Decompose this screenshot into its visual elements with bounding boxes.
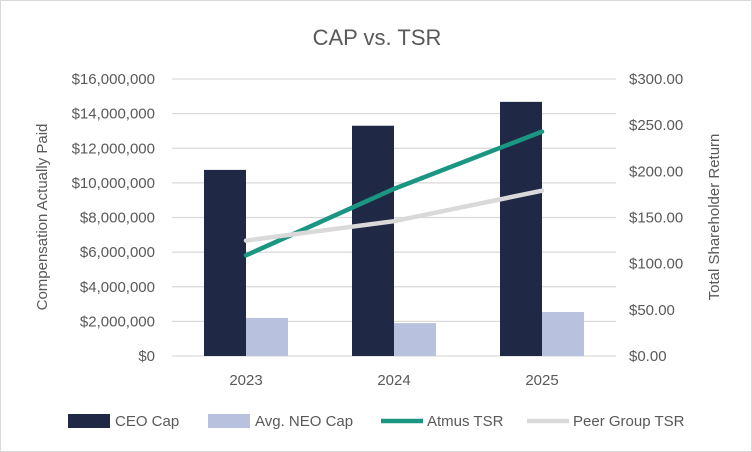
y-tick-label: $4,000,000 <box>80 279 155 296</box>
legend-swatch <box>68 414 110 428</box>
legend-label: Avg. NEO Cap <box>255 413 353 430</box>
y2-axis-label: Total Shareholder Return <box>706 134 723 301</box>
x-tick-label: 2024 <box>377 372 410 389</box>
y-tick-label: $2,000,000 <box>80 313 155 330</box>
legend-label: Peer Group TSR <box>573 413 685 430</box>
legend-label: CEO Cap <box>115 413 179 430</box>
y2-tick-label: $250.00 <box>629 117 683 134</box>
y2-tick-label: $200.00 <box>629 163 683 180</box>
y2-tick-label: $100.00 <box>629 256 683 273</box>
bar-ceo-cap <box>352 125 394 357</box>
bar-avg-neo-cap <box>394 323 436 356</box>
y-tick-label: $10,000,000 <box>72 175 155 192</box>
y-tick-label: $6,000,000 <box>80 244 155 261</box>
legend-swatch <box>208 414 250 428</box>
y-tick-label: $12,000,000 <box>72 140 155 157</box>
bar-ceo-cap <box>204 169 246 356</box>
y-tick-label: $0 <box>138 348 155 365</box>
x-tick-label: 2023 <box>229 372 262 389</box>
y-tick-label: $8,000,000 <box>80 210 155 227</box>
x-tick-label: 2025 <box>525 372 558 389</box>
line-peer-group-tsr <box>243 188 545 243</box>
y-axis-label: Compensation Actually Paid <box>34 124 51 311</box>
y2-tick-label: $0.00 <box>629 348 667 365</box>
y-tick-label: $14,000,000 <box>72 106 155 123</box>
chart-title: CAP vs. TSR <box>313 25 442 50</box>
bar-avg-neo-cap <box>542 312 584 356</box>
y-tick-label: $16,000,000 <box>72 71 155 88</box>
y2-tick-label: $300.00 <box>629 71 683 88</box>
bar-avg-neo-cap <box>246 317 288 356</box>
legend-label: Atmus TSR <box>427 413 504 430</box>
y2-tick-label: $150.00 <box>629 210 683 227</box>
y2-tick-label: $50.00 <box>629 302 675 319</box>
